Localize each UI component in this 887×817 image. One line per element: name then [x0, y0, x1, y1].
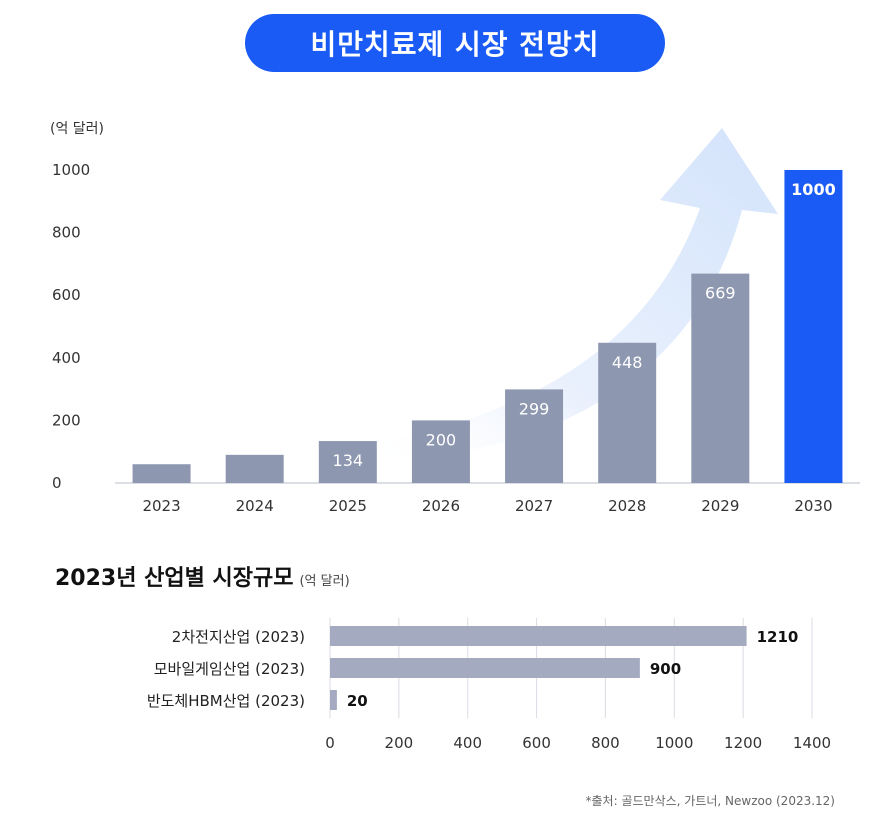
x-tick-label: 2025	[329, 497, 367, 515]
x-tick-label: 2023	[142, 497, 180, 515]
bar	[411, 420, 470, 483]
x-tick-label: 2029	[701, 497, 739, 515]
x-tick-label: 600	[522, 734, 551, 752]
industry-section-title: 2023년 산업별 시장규모 (억 달러)	[55, 560, 350, 592]
industry-title: 2023년 산업별 시장규모	[55, 566, 294, 591]
x-tick-label: 0	[325, 734, 335, 752]
bar	[784, 170, 843, 483]
bar	[598, 342, 657, 483]
x-tick-label: 400	[453, 734, 482, 752]
x-tick-label: 2027	[515, 497, 553, 515]
x-tick-label: 2026	[422, 497, 460, 515]
y-axis-unit-label: (억 달러)	[50, 121, 104, 137]
bar	[330, 658, 640, 678]
bar-value-label: 20	[347, 692, 368, 710]
bar	[132, 464, 191, 483]
y-tick-label: 0	[52, 474, 62, 492]
x-tick-label: 1200	[724, 734, 762, 752]
chart-title-pill: 비만치료제 시장 전망치	[245, 14, 665, 72]
bar-value-label: 200	[426, 430, 457, 449]
x-tick-label: 1400	[793, 734, 831, 752]
bar-value-label: 134	[333, 451, 364, 470]
x-tick-label: 200	[385, 734, 414, 752]
y-tick-label: 400	[52, 349, 81, 367]
market-forecast-chart: (억 달러) 0 200 400 600 800 1000 2023 2024 2025 2026 2…	[50, 121, 860, 515]
bar	[505, 389, 564, 483]
bar	[691, 273, 750, 483]
y-tick-label: 800	[52, 224, 81, 242]
chart-title: 비만치료제 시장 전망치	[310, 28, 600, 61]
y-tick-label: 1000	[52, 161, 90, 179]
industry-unit: (억 달러)	[299, 574, 350, 589]
industry-market-chart: 0 200 400 600 800 1000 1200 1400 2차전지산업 (2023) 1…	[147, 618, 831, 752]
x-tick-label: 2030	[794, 497, 832, 515]
bar-value-label: 669	[705, 284, 736, 303]
category-label: 모바일게임산업 (2023)	[154, 660, 305, 678]
bar-value-label: 1000	[791, 180, 836, 199]
bar	[330, 690, 337, 710]
x-tick-label: 2028	[608, 497, 646, 515]
y-tick-label: 600	[52, 286, 81, 304]
source-note: *출처: 골드만삭스, 가트너, Newzoo (2023.12)	[585, 794, 835, 808]
bar	[225, 454, 284, 483]
category-label: 2차전지산업 (2023)	[172, 628, 305, 646]
bar-value-label: 900	[650, 660, 681, 678]
category-label: 반도체HBM산업 (2023)	[147, 692, 305, 710]
bar	[330, 626, 747, 646]
x-tick-label: 800	[591, 734, 620, 752]
x-tick-label: 2024	[236, 497, 274, 515]
bar-value-label: 1210	[757, 628, 799, 646]
bar-value-label: 299	[519, 399, 550, 418]
bar-value-label: 448	[612, 353, 643, 372]
y-tick-label: 200	[52, 411, 81, 429]
x-tick-label: 1000	[655, 734, 693, 752]
bar	[318, 441, 377, 483]
